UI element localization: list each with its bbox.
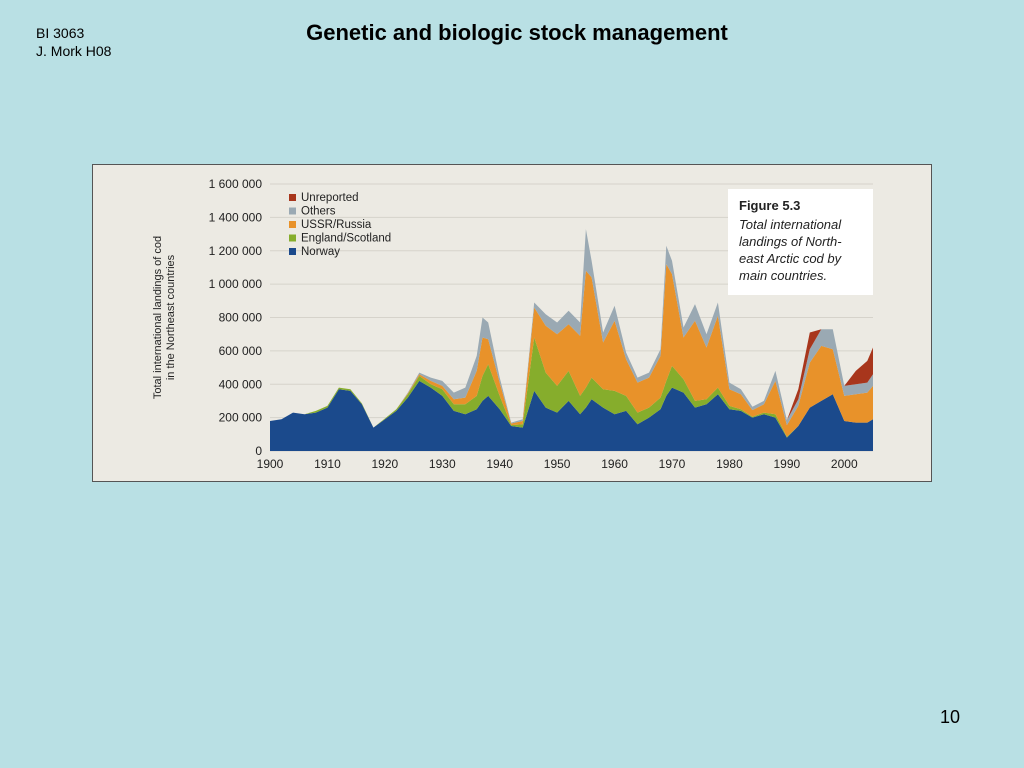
legend-swatch <box>289 221 296 228</box>
y-axis-title-line: Total international landings of cod <box>152 236 164 399</box>
legend-label: Unreported <box>301 192 359 204</box>
caption-line: landings of North- <box>739 234 842 249</box>
stacked-area-chart: 0 200 000 400 000 600 000 800 000 1 000 000 1 … <box>93 165 931 481</box>
page-number: 10 <box>940 707 961 727</box>
figure-caption: Figure 5.3 Total international landings of… <box>728 189 873 295</box>
caption-line: Total international <box>739 217 842 232</box>
area-england-scotland <box>270 337 873 438</box>
caption-title: Figure 5.3 <box>739 198 800 213</box>
x-tick-label: 1930 <box>429 457 456 471</box>
x-tick-label: 1980 <box>716 457 743 471</box>
legend-label: Others <box>301 206 336 218</box>
caption-line: east Arctic cod by <box>739 251 843 266</box>
x-tick-label: 1990 <box>774 457 801 471</box>
area-series-layer <box>270 229 873 451</box>
legend-swatch <box>289 234 296 242</box>
y-axis-label: Total international landings of cod in th… <box>152 236 177 399</box>
y-tick-label: 600 000 <box>219 344 263 358</box>
y-axis-title-line: in the Northeast countries <box>165 254 177 380</box>
x-tick-label: 1900 <box>257 457 284 471</box>
course-code: BI 3063 J. Mork H08 <box>36 24 111 60</box>
y-tick-label: 0 <box>255 444 262 458</box>
caption-line: main countries. <box>739 268 827 283</box>
y-tick-label: 1 400 000 <box>209 210 263 224</box>
figure-panel: 0 200 000 400 000 600 000 800 000 1 000 000 1 … <box>92 164 932 482</box>
legend-swatch <box>289 194 296 201</box>
x-tick-label: 1910 <box>314 457 341 471</box>
x-tick-label: 1940 <box>486 457 513 471</box>
x-tick-label: 1950 <box>544 457 571 471</box>
x-tick-label: 1970 <box>659 457 686 471</box>
y-tick-label: 1 200 000 <box>209 244 263 258</box>
legend-label: USSR/Russia <box>301 219 372 231</box>
legend-label: Norway <box>301 246 340 258</box>
area-norway <box>270 380 873 451</box>
x-tick-label: 1920 <box>372 457 399 471</box>
y-tick-label: 800 000 <box>219 311 263 325</box>
legend-swatch <box>289 207 296 215</box>
x-tick-label: 2000 <box>831 457 858 471</box>
caption-box <box>728 189 873 295</box>
x-tick-label: 1960 <box>601 457 628 471</box>
legend-swatch <box>289 248 296 255</box>
legend-label: England/Scotland <box>301 233 391 245</box>
y-tick-label: 1 600 000 <box>209 177 263 191</box>
course-line: BI 3063 <box>36 25 85 41</box>
area-ussr-russia <box>270 264 873 437</box>
slide-title: Genetic and biologic stock management <box>306 20 728 45</box>
y-tick-label: 200 000 <box>219 411 263 425</box>
y-tick-label: 1 000 000 <box>209 277 263 291</box>
y-tick-label: 400 000 <box>219 377 263 391</box>
axis-ticks: 0 200 000 400 000 600 000 800 000 1 000 000 1 … <box>209 177 858 471</box>
author-line: J. Mork H08 <box>36 43 112 59</box>
